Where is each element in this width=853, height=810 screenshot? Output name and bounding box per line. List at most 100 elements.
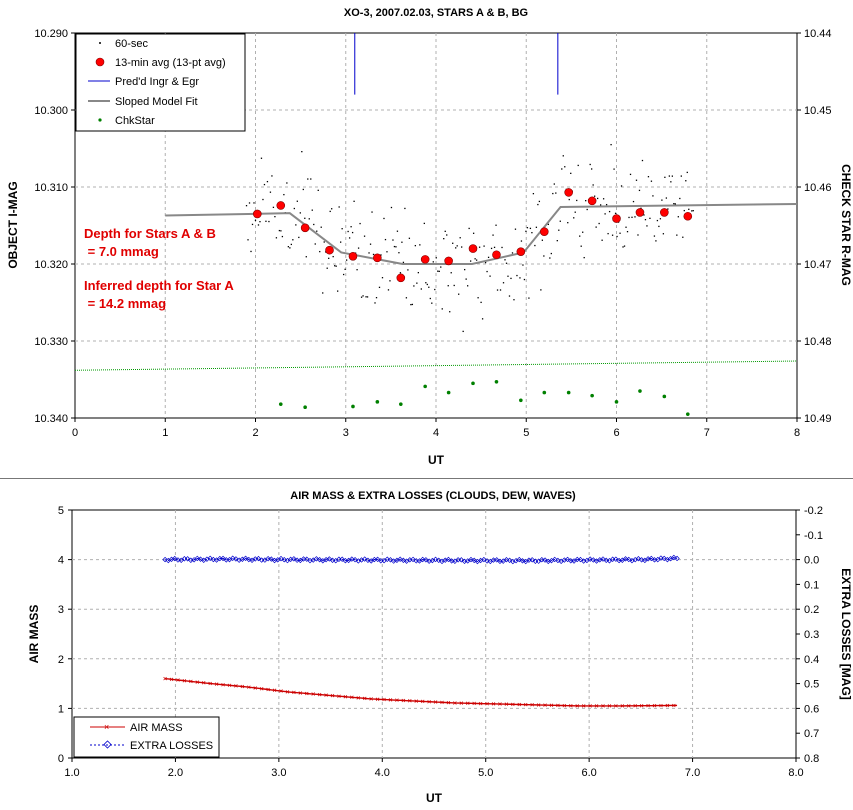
- annotation-depth-ab-line1: Depth for Stars A & B: [84, 226, 216, 241]
- avg-13min-point: [276, 201, 286, 210]
- chart2-y2-axis-label: EXTRA LOSSES [MAG]: [839, 568, 853, 700]
- raw-60sec-point: [643, 214, 645, 216]
- extra-losses-point: [603, 557, 609, 564]
- raw-60sec-point: [322, 292, 324, 294]
- raw-60sec-point: [429, 297, 431, 300]
- raw-60sec-point: [245, 205, 248, 207]
- extra-losses-point: [281, 556, 287, 563]
- raw-60sec-point: [510, 277, 512, 280]
- chkstar-point: [278, 402, 283, 406]
- raw-60sec-point: [386, 251, 388, 253]
- chart1-gridlines: [71, 32, 801, 422]
- airmass-point: [169, 677, 174, 682]
- chart1-y2-tick-label: 10.49: [804, 413, 832, 425]
- raw-60sec-point: [511, 252, 514, 254]
- raw-60sec-point: [287, 246, 290, 248]
- raw-60sec-point: [583, 256, 585, 259]
- raw-60sec-point: [304, 217, 306, 219]
- avg-13min-point: [660, 208, 669, 217]
- extra-losses-point: [419, 556, 426, 563]
- extra-losses-point: [197, 556, 204, 562]
- raw-60sec-point: [389, 280, 391, 282]
- chart2-legend-box: [73, 716, 220, 758]
- raw-60sec-point: [247, 239, 249, 241]
- raw-60sec-point: [529, 227, 532, 230]
- extra-losses-point: [458, 557, 465, 563]
- raw-60sec-point: [383, 217, 385, 220]
- raw-60sec-point: [586, 208, 588, 211]
- extra-losses-point: [555, 557, 561, 564]
- raw-60sec-point: [528, 297, 530, 299]
- raw-60sec-point: [274, 215, 276, 218]
- raw-60sec-point: [573, 217, 575, 219]
- raw-60sec-point: [601, 239, 603, 241]
- chart1-x-tick-label: 2: [252, 427, 258, 439]
- chart1-legend: 60-sec 13-min avg (13-pt avg) Pred'd Ing…: [75, 33, 246, 132]
- chart2-y2-tick-label: -0.2: [804, 505, 823, 517]
- raw-60sec-point: [351, 231, 354, 234]
- legend-60sec-label: 60-sec: [115, 38, 149, 50]
- airmass-point: [362, 696, 367, 701]
- raw-60sec-point: [469, 260, 472, 262]
- raw-60sec-point: [668, 175, 671, 177]
- raw-60sec-point: [492, 234, 494, 236]
- extra-losses-point: [365, 557, 371, 564]
- raw-60sec-point: [635, 179, 638, 181]
- chart2-x-tick-label: 7.0: [685, 767, 700, 779]
- raw-60sec-point: [405, 297, 408, 299]
- raw-60sec-point: [622, 246, 624, 248]
- raw-60sec-point: [564, 166, 566, 168]
- raw-60sec-point: [308, 218, 310, 220]
- raw-60sec-point: [423, 222, 425, 225]
- legend-60sec-marker: [99, 42, 101, 44]
- airmass-point: [375, 697, 380, 701]
- extra-losses-point: [339, 556, 345, 562]
- raw-60sec-point: [316, 230, 318, 232]
- airmass-point: [259, 686, 264, 691]
- raw-60sec-point: [305, 256, 307, 258]
- airmass-point: [446, 700, 451, 705]
- raw-60sec-point: [260, 157, 263, 159]
- raw-60sec-point: [602, 198, 605, 200]
- raw-60sec-point: [443, 238, 445, 240]
- chart1-y2-tick-label: 10.44: [804, 28, 832, 40]
- extra-losses-point: [468, 556, 474, 563]
- raw-60sec-point: [658, 225, 660, 228]
- raw-60sec-point: [366, 296, 369, 298]
- raw-60sec-point: [271, 175, 273, 177]
- extra-losses-point: [329, 557, 336, 563]
- raw-60sec-point: [614, 212, 617, 214]
- avg-13min-point: [373, 253, 382, 263]
- annotation-depth-ab-line2: = 7.0 mmag: [84, 244, 159, 259]
- raw-60sec-point: [413, 285, 415, 287]
- raw-60sec-point: [428, 286, 430, 288]
- sloped-model-fit-line: [165, 202, 798, 265]
- raw-60sec-point: [393, 245, 396, 248]
- chart2-title: AIR MASS & EXTRA LOSSES (CLOUDS, DEW, WA…: [290, 490, 576, 502]
- chkstar-point: [303, 405, 307, 410]
- raw-60sec-point: [649, 217, 651, 219]
- extra-losses-point: [622, 556, 629, 562]
- raw-60sec-point: [596, 197, 599, 200]
- extra-losses-point: [184, 556, 191, 562]
- chart2-x-tick-label: 5.0: [478, 767, 493, 779]
- chart1-x-tick-label: 0: [72, 427, 78, 439]
- airmass-point: [536, 703, 541, 707]
- chart1-x-tick-label: 6: [613, 427, 619, 439]
- airmass-point: [311, 692, 315, 696]
- airmass-point: [575, 704, 579, 708]
- raw-60sec-point: [589, 163, 591, 166]
- extra-losses-point: [242, 555, 249, 561]
- raw-60sec-point: [464, 268, 466, 271]
- chart2-legend: × AIR MASS EXTRA LOSSES: [73, 716, 220, 758]
- airmass-point: [440, 700, 444, 705]
- chart2-y-tick-label: 3: [58, 604, 64, 616]
- raw-60sec-point: [431, 302, 433, 304]
- airmass-point: [639, 703, 644, 708]
- extra-losses-point: [661, 555, 667, 562]
- raw-60sec-point: [656, 219, 659, 222]
- raw-60sec-point: [458, 293, 460, 295]
- legend-airmass-cross: ×: [104, 722, 109, 732]
- raw-60sec-point: [549, 257, 551, 259]
- raw-60sec-point: [326, 267, 328, 269]
